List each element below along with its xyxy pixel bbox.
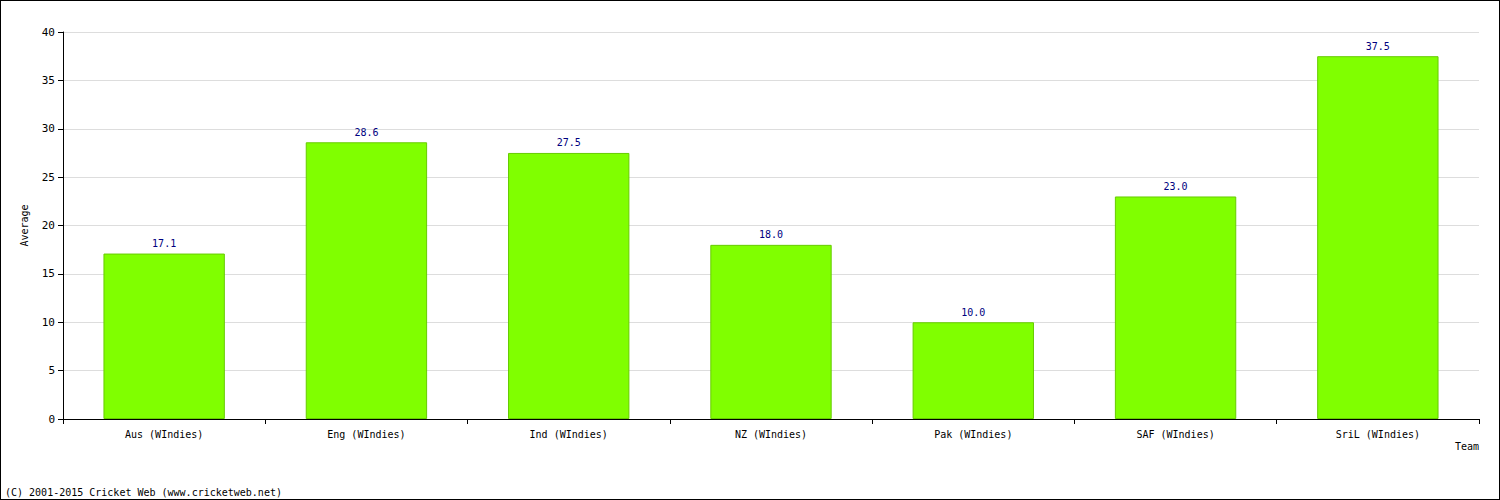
svg-text:SAF (WIndies): SAF (WIndies): [1136, 429, 1214, 440]
svg-text:Average: Average: [19, 204, 30, 246]
svg-text:Pak (WIndies): Pak (WIndies): [934, 429, 1012, 440]
svg-text:40: 40: [42, 26, 55, 39]
svg-text:Ind (WIndies): Ind (WIndies): [530, 429, 608, 440]
svg-text:5: 5: [48, 364, 55, 377]
svg-text:Aus (WIndies): Aus (WIndies): [125, 429, 203, 440]
svg-text:25: 25: [42, 171, 55, 184]
svg-text:(C) 2001-2015 Cricket Web (www: (C) 2001-2015 Cricket Web (www.cricketwe…: [5, 487, 282, 498]
svg-text:10.0: 10.0: [961, 307, 985, 318]
svg-text:27.5: 27.5: [557, 137, 581, 148]
svg-text:23.0: 23.0: [1164, 181, 1188, 192]
svg-text:Team: Team: [1455, 441, 1479, 452]
svg-text:15: 15: [42, 267, 55, 280]
svg-text:Eng (WIndies): Eng (WIndies): [327, 429, 405, 440]
svg-text:28.6: 28.6: [354, 127, 378, 138]
svg-text:30: 30: [42, 122, 55, 135]
svg-text:NZ (WIndies): NZ (WIndies): [735, 429, 807, 440]
svg-text:37.5: 37.5: [1366, 41, 1390, 52]
svg-text:35: 35: [42, 74, 55, 87]
svg-text:SriL (WIndies): SriL (WIndies): [1336, 429, 1420, 440]
svg-text:0: 0: [48, 413, 55, 426]
svg-text:18.0: 18.0: [759, 229, 783, 240]
svg-text:20: 20: [42, 219, 55, 232]
svg-text:10: 10: [42, 316, 55, 329]
svg-text:17.1: 17.1: [152, 238, 176, 249]
